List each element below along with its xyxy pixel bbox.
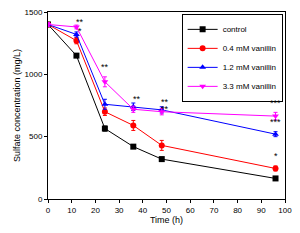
svg-text:**: ** [133,94,141,104]
svg-text:50: 50 [162,206,171,215]
svg-text:3.3 mM vanillin: 3.3 mM vanillin [223,82,276,91]
svg-text:100: 100 [278,206,292,215]
svg-text:80: 80 [233,206,242,215]
svg-text:30: 30 [115,206,124,215]
svg-text:500: 500 [29,132,43,141]
svg-text:1500: 1500 [25,8,43,17]
svg-text:Time (h): Time (h) [150,215,183,225]
svg-text:**: ** [161,104,169,114]
svg-text:40: 40 [138,206,147,215]
svg-text:10: 10 [67,206,76,215]
svg-text:90: 90 [257,206,266,215]
svg-text:0.4 mM vanillin: 0.4 mM vanillin [223,44,276,53]
svg-text:60: 60 [186,206,195,215]
svg-text:70: 70 [209,206,218,215]
svg-text:**: ** [101,62,109,72]
svg-text:0: 0 [38,195,43,204]
svg-text:***: *** [270,98,281,108]
svg-text:1.2 mM vanillin: 1.2 mM vanillin [223,63,276,72]
svg-text:***: *** [270,117,281,127]
svg-text:0: 0 [46,206,51,215]
svg-text:*: * [78,26,82,36]
svg-text:*: * [274,151,278,161]
svg-text:**: ** [161,97,169,107]
svg-text:control: control [223,25,247,34]
svg-text:1000: 1000 [25,70,43,79]
svg-text:**: ** [76,17,84,27]
svg-text:20: 20 [91,206,100,215]
svg-text:Sulfate concentration (mg/L): Sulfate concentration (mg/L) [12,49,22,162]
